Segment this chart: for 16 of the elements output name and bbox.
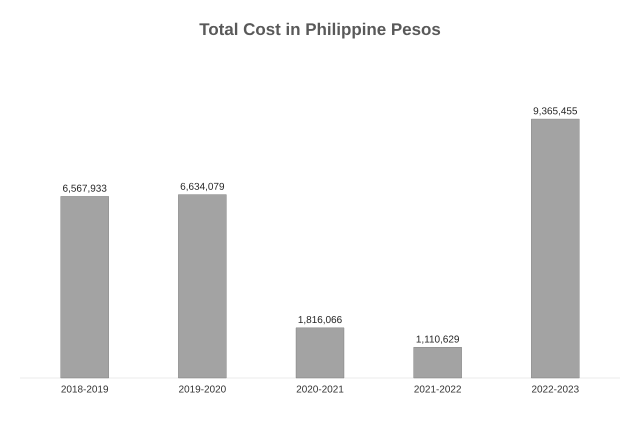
- chart-title: Total Cost in Philippine Pesos: [199, 22, 440, 38]
- data-label: 6,634,079: [180, 182, 224, 192]
- data-label: 1,816,066: [298, 316, 342, 324]
- bar: [413, 347, 462, 378]
- x-tick-label: 2020-2021: [296, 386, 344, 393]
- bar: [178, 194, 227, 378]
- bar: [531, 118, 580, 378]
- data-label: 6,567,933: [63, 184, 106, 193]
- x-tick-label: 2022-2023: [532, 386, 579, 393]
- data-label: 9,365,455: [534, 107, 578, 116]
- bar: [60, 196, 109, 378]
- data-label: 1,110,629: [416, 336, 459, 344]
- bar: [296, 328, 344, 378]
- x-tick-label: 2018-2019: [61, 386, 108, 393]
- x-tick-label: 2021-2022: [414, 386, 461, 393]
- x-tick-label: 2019-2020: [179, 386, 226, 393]
